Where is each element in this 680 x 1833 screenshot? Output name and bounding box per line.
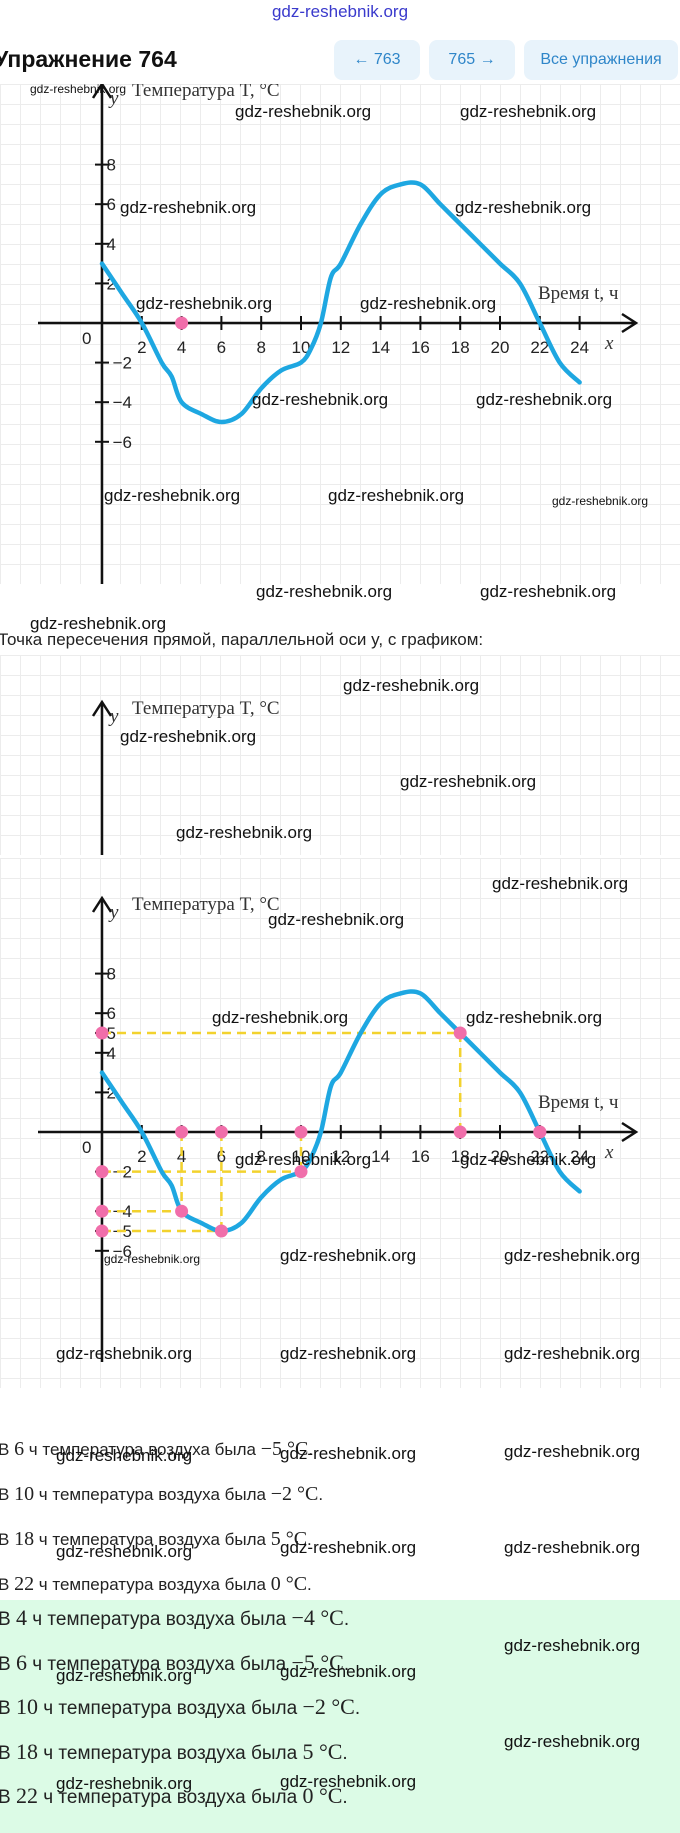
site-link[interactable]: gdz-reshebnik.org — [271, 2, 409, 21]
page-title: Упражнение 764 — [0, 46, 177, 72]
y-axis-arrow — [91, 84, 113, 99]
x-tick-label: 20 — [491, 338, 510, 357]
x-tick-label: 10 — [292, 338, 311, 357]
y-tick-label: 4 — [107, 1044, 116, 1063]
highlight-point — [294, 1165, 308, 1179]
y-tick-label: 6 — [107, 195, 116, 214]
answer-line: В 4 ч температура воздуха была −4 °C. — [0, 1605, 350, 1630]
watermark-text: gdz-reshebnik.org — [504, 1538, 641, 1557]
x-tick-label: 18 — [451, 1147, 470, 1166]
time-axis-label: Время t, ч — [538, 1092, 619, 1113]
x-tick-label: 8 — [256, 1147, 265, 1166]
x-tick-label: 4 — [177, 1147, 186, 1166]
x-tick-label: 6 — [217, 1147, 226, 1166]
highlight-point — [453, 1026, 467, 1040]
y-axis-arrow — [91, 699, 113, 717]
y-label: y — [108, 902, 119, 923]
highlight-y-tick — [95, 1026, 109, 1040]
section-text: Точка пересечения прямой, параллельной о… — [0, 630, 484, 649]
time-axis-label: Время t, ч — [538, 283, 619, 304]
y-tick-label: −6 — [113, 433, 132, 452]
x-axis-arrow — [621, 1121, 639, 1143]
x-tick-label: 4 — [177, 338, 186, 357]
y-tick-label: 2 — [107, 274, 116, 293]
x-axis-arrow — [621, 312, 639, 334]
x-tick-label: 22 — [530, 1147, 549, 1166]
x-tick-label: 18 — [451, 338, 470, 357]
x-label: x — [604, 333, 614, 354]
x-tick-label: 24 — [570, 338, 589, 357]
y-label: y — [108, 706, 119, 727]
answer-line: В 22 ч температура воздуха была 0 °C. — [0, 1783, 348, 1808]
highlight-point — [175, 1204, 189, 1218]
x-tick-label: 16 — [411, 338, 430, 357]
y-tick-label: 8 — [107, 156, 116, 175]
answer-line: В 18 ч температура воздуха была 5 °C. — [0, 1528, 312, 1550]
watermark-text: gdz-reshebnik.org — [504, 1442, 641, 1461]
highlight-y-tick — [95, 1224, 109, 1238]
y-tick-label: 8 — [107, 965, 116, 984]
x-tick-label: 12 — [331, 338, 350, 357]
temperature-curve — [99, 989, 582, 1234]
temperature-axis-label: Температура T, °C — [132, 698, 280, 719]
next-exercise-button[interactable]: 765 → — [429, 40, 515, 80]
highlight-x-tick — [533, 1125, 547, 1139]
x-tick-label: 10 — [292, 1147, 311, 1166]
watermark-text: gdz-reshebnik.org — [480, 582, 617, 601]
y-tick-label: 6 — [107, 1004, 116, 1023]
answer-line: В 10 ч температура воздуха была −2 °C. — [0, 1483, 324, 1505]
y-label: y — [108, 88, 119, 109]
highlight-x-tick — [453, 1125, 467, 1139]
temperature-axis-label: Температура T, °C — [132, 894, 280, 915]
prev-exercise-button[interactable]: ← 763 — [334, 40, 420, 80]
highlight-x-tick — [294, 1125, 308, 1139]
y-tick-label: 4 — [107, 235, 116, 254]
x-tick-label: 16 — [411, 1147, 430, 1166]
temperature-axis-label: Температура T, °C — [132, 84, 280, 101]
y-tick-label: −4 — [113, 393, 132, 412]
y-tick-label: 2 — [107, 1083, 116, 1102]
temperature-graph-annotated: 0 x Время t, ч 2 4 6 8 10 12 14 16 18 20 22 24 y Темпера… — [0, 858, 680, 1388]
y-tick-label: 5 — [107, 1024, 116, 1043]
highlight-y-tick — [95, 1204, 109, 1218]
x-tick-label: 2 — [137, 1147, 146, 1166]
answer-line: В 22 ч температура воздуха была 0 °C. — [0, 1573, 312, 1595]
watermark-text: gdz-reshebnik.org — [256, 582, 393, 601]
origin-label: 0 — [82, 1138, 91, 1157]
answer-line: В 10 ч температура воздуха была −2 °C. — [0, 1694, 361, 1719]
answer-line: В 18 ч температура воздуха была 5 °C. — [0, 1738, 348, 1764]
highlight-x-tick — [214, 1125, 228, 1139]
y-axis-arrow — [91, 895, 113, 913]
highlight-x-tick — [175, 1125, 189, 1139]
y-tick-label: −6 — [113, 1242, 132, 1261]
x-tick-label: 22 — [530, 338, 549, 357]
x-label: x — [604, 1142, 614, 1163]
highlight-point — [175, 316, 189, 330]
x-tick-label: 12 — [331, 1147, 350, 1166]
highlight-point — [214, 1224, 228, 1238]
x-tick-label: 14 — [371, 338, 390, 357]
x-tick-label: 6 — [217, 338, 226, 357]
x-tick-label: 14 — [371, 1147, 390, 1166]
x-tick-label: 24 — [570, 1147, 589, 1166]
x-tick-label: 2 — [137, 338, 146, 357]
origin-label: 0 — [82, 329, 91, 348]
x-tick-label: 20 — [491, 1147, 510, 1166]
temperature-graph-1: 0 x Время t, ч 2 4 6 8 10 12 14 16 18 20 22 24 y Темпера… — [0, 84, 680, 584]
answer-box — [0, 1600, 680, 1833]
highlight-y-tick — [95, 1165, 109, 1179]
temperature-graph-partial: y Температура T, °C — [0, 655, 680, 855]
y-tick-label: −2 — [113, 354, 132, 373]
temperature-curve — [99, 180, 582, 425]
x-tick-label: 8 — [256, 338, 265, 357]
all-exercises-button[interactable]: Все упражнения — [524, 40, 678, 80]
answer-line: В 6 ч температура воздуха была −5 °C. — [0, 1649, 350, 1675]
answer-line: В 6 ч температура воздуха была −5 °C. — [0, 1438, 314, 1460]
